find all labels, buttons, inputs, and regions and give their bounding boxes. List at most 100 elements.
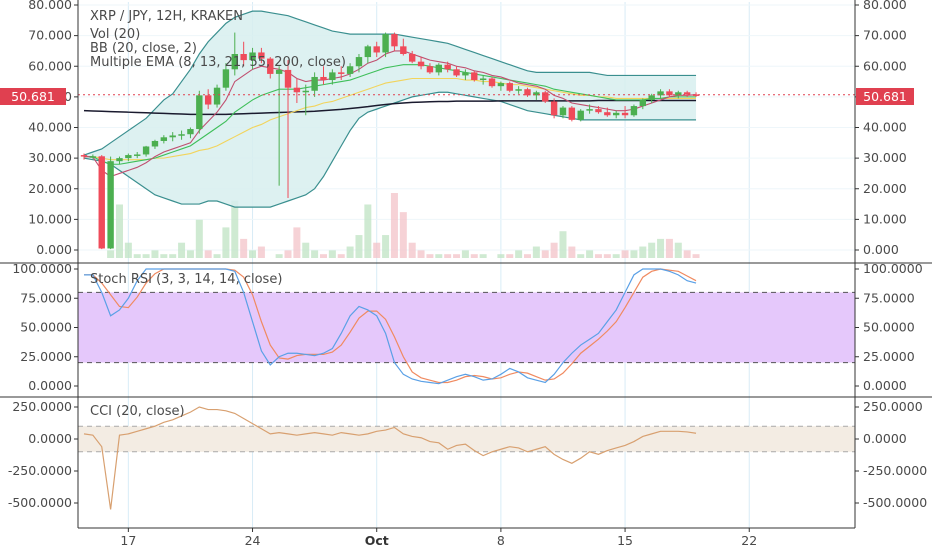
candle-body — [391, 34, 398, 47]
volume-bar — [568, 246, 576, 258]
price-axis-left-tick: 70.000 — [28, 28, 72, 43]
candle-body — [382, 34, 389, 53]
price-axis-right-tick: 20.000 — [863, 181, 907, 196]
volume-bar — [453, 254, 461, 258]
candle-body — [311, 76, 318, 91]
candle-body — [400, 46, 407, 54]
volume-bar — [550, 242, 558, 258]
volume-bar — [683, 250, 691, 258]
chart-title: XRP / JPY, 12H, KRAKEN — [90, 9, 243, 24]
volume-bar — [302, 242, 310, 258]
candle-body — [586, 109, 593, 111]
candle-body — [142, 146, 150, 155]
ema8-line — [83, 50, 697, 178]
candle-body — [506, 83, 513, 91]
volume-bar — [213, 254, 221, 258]
volume-bar — [399, 212, 407, 258]
price-axis-right-tick: 60.000 — [863, 58, 907, 73]
candle-body — [249, 52, 256, 61]
stoch-axis-right-tick: 50.0000 — [863, 320, 915, 335]
cci-axis-right-tick: 250.0000 — [863, 399, 923, 414]
volume-bar — [231, 200, 239, 258]
ema-indicator-label: Multiple EMA (8, 13, 21, 55, 200, close) — [90, 55, 346, 70]
candle-body — [683, 92, 691, 95]
volume-bar — [142, 254, 150, 258]
candle-body — [577, 110, 584, 120]
volume-bar — [195, 219, 203, 258]
candle-body — [657, 91, 664, 96]
date-label: 8 — [497, 533, 505, 548]
volume-bar — [559, 231, 567, 258]
volume-bar — [311, 250, 319, 258]
volume-bar — [275, 254, 283, 258]
price-axis-left-tick: 80.000 — [28, 0, 72, 12]
volume-bar — [497, 254, 505, 258]
volume-bar — [665, 238, 673, 258]
price-axis-left-tick: 0.000 — [36, 242, 72, 257]
candle-body — [453, 69, 460, 76]
volume-bar — [355, 235, 363, 258]
candle-body — [89, 156, 97, 158]
ema21-line — [84, 64, 697, 165]
volume-bar — [284, 250, 292, 258]
candle-body — [533, 92, 540, 96]
cci-axis-right-tick: 0.0000 — [863, 431, 907, 446]
candle-body — [630, 106, 638, 116]
candle-body — [107, 161, 114, 249]
candle-body — [178, 134, 185, 136]
candle-body — [373, 46, 380, 53]
stoch-axis-right-tick: 25.0000 — [863, 349, 915, 364]
candle-body — [417, 61, 425, 67]
stoch-axis-left-tick: 100.0000 — [12, 261, 72, 276]
volume-bar — [586, 250, 594, 258]
candle-body — [187, 129, 194, 135]
price-axis-left-tick: 60.000 — [28, 58, 72, 73]
candle-body — [222, 69, 230, 88]
candle-body — [479, 78, 487, 81]
volume-bar — [364, 204, 372, 258]
candle-body — [568, 107, 576, 120]
candle-body — [302, 90, 309, 93]
candle-body — [666, 91, 673, 96]
volume-bar — [178, 242, 186, 258]
volume-bar — [674, 242, 682, 258]
volume-bar — [151, 250, 159, 258]
last-price-left: 50.681 — [11, 89, 55, 104]
volume-bar — [532, 246, 540, 258]
cci-axis-left-tick: -500.0000 — [8, 495, 72, 510]
volume-bar — [293, 227, 301, 258]
candle-body — [675, 92, 682, 96]
cci-line — [83, 406, 697, 510]
stoch-axis-right-tick: 100.0000 — [863, 261, 923, 276]
price-axis-left-tick: 30.000 — [28, 150, 72, 165]
date-label: 22 — [741, 533, 757, 548]
candle-body — [515, 89, 522, 91]
stoch-rsi-label: Stoch RSI (3, 3, 14, 14, close) — [90, 272, 282, 287]
bb-indicator-label: BB (20, close, 2) — [90, 41, 197, 56]
candle-body — [550, 101, 558, 116]
cci-axis-left-tick: 0.0000 — [28, 431, 72, 446]
last-price-tag-right: 50.681 — [856, 88, 914, 105]
indicator-bands — [78, 291, 855, 453]
volume-bar — [639, 246, 647, 258]
candle-body — [240, 54, 247, 61]
candle-body — [160, 137, 168, 141]
volume-bar — [461, 250, 469, 258]
volume-bar — [249, 250, 257, 258]
candle-body — [151, 140, 159, 147]
candle-body — [497, 83, 505, 87]
stoch-axis-left-tick: 50.0000 — [20, 320, 72, 335]
candle-body — [426, 66, 434, 73]
candle-body — [98, 156, 105, 249]
candle-body — [692, 94, 700, 96]
volume-bar — [222, 227, 230, 258]
volume-bar — [257, 246, 265, 258]
price-axis-right-tick: 30.000 — [863, 150, 907, 165]
candle-body — [204, 95, 212, 105]
price-axis-right-tick: 40.000 — [863, 120, 907, 135]
stoch-axis-left-tick: 75.0000 — [20, 290, 72, 305]
candle-body — [116, 158, 123, 162]
volume-bar — [479, 254, 487, 258]
volume-indicator-label: Vol (20) — [90, 27, 140, 42]
